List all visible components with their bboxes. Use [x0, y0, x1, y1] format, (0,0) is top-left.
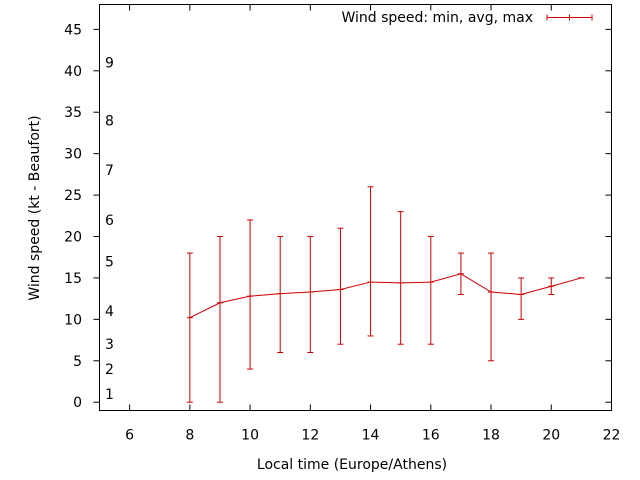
errorbar-18 [488, 252, 495, 362]
errorbar-12 [307, 236, 314, 353]
x-tick-label-22: 22 [603, 428, 621, 444]
x-tick-label-10: 10 [241, 428, 259, 444]
series-layer [186, 186, 585, 403]
errorbar-8 [186, 252, 193, 403]
x-tick-label-14: 14 [362, 428, 380, 444]
x-tick-label-12: 12 [301, 428, 319, 444]
legend-swatch [546, 14, 593, 21]
x-axis-label: Local time (Europe/Athens) [257, 457, 447, 473]
y-tick-label-45: 45 [64, 22, 82, 38]
x-tick-label-8: 8 [185, 428, 194, 444]
beaufort-label-3: 3 [105, 337, 114, 353]
beaufort-label-8: 8 [105, 114, 114, 130]
beaufort-label-4: 4 [105, 304, 114, 320]
beaufort-label-7: 7 [105, 163, 114, 179]
errorbar-10 [247, 219, 254, 370]
legend: Wind speed: min, avg, max [341, 10, 593, 26]
beaufort-label-5: 5 [105, 254, 114, 270]
series-avg-line [189, 273, 582, 319]
x-axis: 6 8 10 12 14 16 18 20 22 [125, 4, 621, 444]
y-tick-label-15: 15 [64, 271, 82, 287]
y-tick-label-5: 5 [73, 354, 82, 370]
x-tick-label-20: 20 [542, 428, 560, 444]
y-tick-label-25: 25 [64, 188, 82, 204]
errorbar-16 [427, 236, 434, 345]
errorbar-17 [457, 252, 464, 295]
beaufort-scale: 1 2 3 4 5 6 7 8 9 [105, 56, 114, 403]
errorbar-13 [337, 227, 344, 345]
errorbar-20 [548, 277, 555, 295]
y-tick-label-35: 35 [64, 105, 82, 121]
beaufort-label-2: 2 [105, 362, 114, 378]
errorbar-15 [397, 211, 404, 345]
errorbar-9 [216, 236, 223, 403]
errorbar-11 [277, 236, 284, 353]
y-tick-label-10: 10 [64, 312, 82, 328]
x-tick-label-6: 6 [125, 428, 134, 444]
y-tick-label-20: 20 [64, 230, 82, 246]
beaufort-label-9: 9 [105, 56, 114, 72]
y-axis-label: Wind speed (kt - Beaufort) [27, 115, 43, 300]
y-tick-label-0: 0 [73, 395, 82, 411]
legend-label: Wind speed: min, avg, max [341, 10, 533, 26]
errorbar-14 [367, 186, 374, 337]
y-tick-label-30: 30 [64, 147, 82, 163]
y-tick-label-40: 40 [64, 64, 82, 80]
errorbar-19 [518, 277, 525, 320]
beaufort-label-6: 6 [105, 213, 114, 229]
beaufort-label-1: 1 [105, 387, 114, 403]
plot-frame [99, 4, 612, 411]
x-tick-label-18: 18 [482, 428, 500, 444]
x-tick-label-16: 16 [422, 428, 440, 444]
